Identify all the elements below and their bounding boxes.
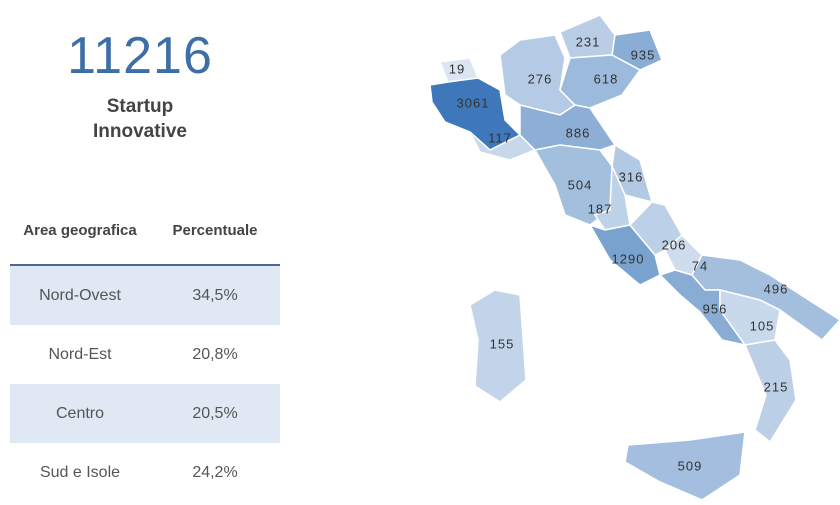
- region-label: 155: [490, 336, 515, 351]
- percent-cell: 24,2%: [192, 463, 238, 481]
- area-cell: Nord-Ovest: [10, 265, 150, 325]
- region: [469, 289, 527, 403]
- region-label: 276: [528, 71, 553, 86]
- region-label: 886: [566, 125, 591, 140]
- region-label: 956: [703, 301, 728, 316]
- summary-panel: 11216 Startup Innovative Area geografica…: [0, 0, 290, 505]
- headline-value: 11216: [67, 27, 213, 85]
- percent-cell: 20,8%: [192, 345, 238, 363]
- table-row: Nord-Ovest 34,5%: [10, 265, 280, 325]
- region-label: 509: [678, 458, 703, 473]
- region-label: 206: [662, 237, 687, 252]
- table-row: Sud e Isole 24,2%: [10, 443, 280, 502]
- region: [611, 29, 663, 71]
- region-label: 618: [594, 71, 619, 86]
- percent-cell: 20,5%: [150, 384, 280, 443]
- region-label: 74: [692, 258, 708, 273]
- region-label: 316: [619, 169, 644, 184]
- region-label: 215: [764, 379, 789, 394]
- headline-label: Startup Innovative: [93, 96, 187, 142]
- percent-cell: 34,5%: [150, 265, 280, 325]
- region: [624, 431, 746, 501]
- area-cell: Centro: [10, 384, 150, 443]
- region: [559, 54, 642, 109]
- region-label: 935: [631, 47, 656, 62]
- region-label: 187: [588, 201, 613, 216]
- table-header: Area geografica Percentuale: [10, 198, 280, 266]
- region-label: 3061: [457, 95, 490, 110]
- region-label: 105: [750, 318, 775, 333]
- region-label: 504: [568, 177, 593, 192]
- area-table: Area geografica Percentuale Nord-Ovest 34…: [10, 198, 280, 502]
- region: [519, 104, 617, 151]
- table-row: Nord-Est 20,8%: [10, 325, 280, 384]
- header-cell: Percentuale: [150, 198, 280, 266]
- area-cell: Nord-Est: [48, 345, 112, 363]
- area-cell: Sud e Isole: [39, 463, 121, 481]
- table-body: Nord-Ovest 34,5% Nord-Est 20,8% Centro 20,5% S…: [10, 265, 280, 502]
- region-label: 117: [488, 130, 512, 145]
- region-label: 19: [449, 61, 465, 76]
- region-label: 231: [576, 34, 601, 49]
- region: [743, 339, 797, 444]
- region-label: 1290: [612, 251, 645, 266]
- table-row: Centro 20,5%: [10, 384, 280, 443]
- header-cell: Area geografica: [10, 198, 150, 266]
- region-label: 496: [764, 281, 789, 296]
